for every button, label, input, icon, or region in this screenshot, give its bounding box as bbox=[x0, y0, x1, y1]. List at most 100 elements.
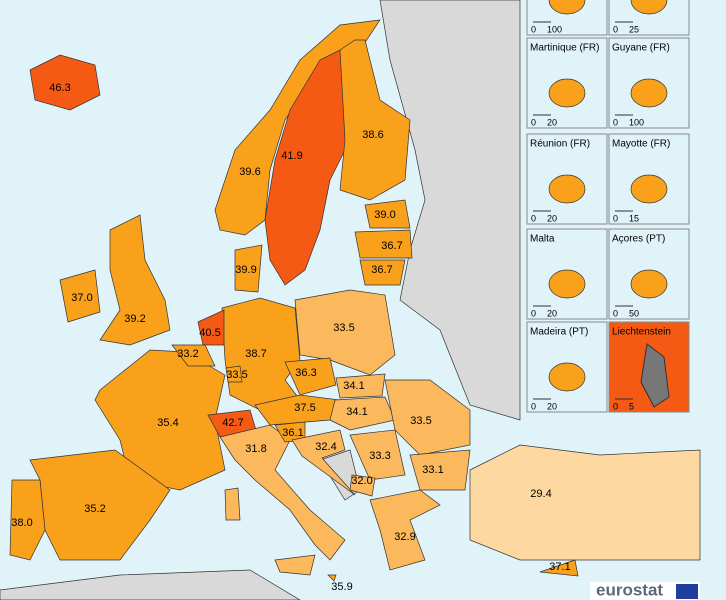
scale-label: 100 bbox=[547, 24, 562, 34]
value-label: 33.2 bbox=[177, 348, 198, 360]
inset-island bbox=[548, 78, 586, 108]
country bbox=[225, 365, 243, 383]
value-label: 37.1 bbox=[549, 561, 570, 573]
value-label: 37.0 bbox=[71, 292, 92, 304]
value-label: 33.5 bbox=[226, 369, 247, 381]
country bbox=[354, 229, 413, 259]
scale-label: 20 bbox=[547, 401, 557, 411]
value-label: 29.4 bbox=[530, 488, 551, 500]
inset-island bbox=[630, 269, 668, 299]
country bbox=[274, 554, 316, 576]
scale-label: 0 bbox=[613, 213, 618, 223]
value-label: 38.7 bbox=[245, 348, 266, 360]
value-label: 38.0 bbox=[11, 517, 32, 529]
country bbox=[9, 479, 46, 561]
country bbox=[224, 487, 241, 521]
value-label: 42.7 bbox=[222, 417, 243, 429]
value-label: 37.5 bbox=[294, 402, 315, 414]
value-label: 34.1 bbox=[346, 406, 367, 418]
inset-name: Martinique (FR) bbox=[530, 43, 599, 54]
country bbox=[29, 54, 101, 111]
scale-label: 0 bbox=[613, 117, 618, 127]
scale-label: 15 bbox=[629, 213, 639, 223]
non-eu-land bbox=[0, 569, 301, 600]
value-label: 39.0 bbox=[374, 209, 395, 221]
value-label: 39.9 bbox=[235, 264, 256, 276]
country bbox=[349, 429, 406, 481]
scale-label: 5 bbox=[629, 401, 634, 411]
country bbox=[539, 559, 579, 577]
scale-label: 0 bbox=[531, 117, 536, 127]
logo-box bbox=[590, 582, 700, 600]
land bbox=[0, 0, 701, 600]
scale-label: 0 bbox=[613, 24, 618, 34]
scale-label: 25 bbox=[629, 24, 639, 34]
country bbox=[469, 444, 701, 561]
inset-island bbox=[548, 174, 586, 204]
scale-label: 0 bbox=[531, 213, 536, 223]
country bbox=[409, 449, 471, 491]
value-label: 39.6 bbox=[239, 166, 260, 178]
labels: 46.3 41.9 38.6 39.6 39.0 36.7 36.7 39.9 37.0 39.2… bbox=[11, 82, 570, 593]
inset-island bbox=[548, 269, 586, 299]
value-label: 33.5 bbox=[410, 415, 431, 427]
country bbox=[234, 244, 263, 293]
value-label: 34.1 bbox=[343, 380, 364, 392]
value-label: 32.0 bbox=[351, 475, 372, 487]
value-label: 33.1 bbox=[422, 464, 443, 476]
insets: 0 100 0 25 Martinique (FR) 0 20 Guyane (FR) 0 100… bbox=[526, 0, 690, 413]
value-label: 32.4 bbox=[315, 441, 336, 453]
country bbox=[284, 357, 337, 396]
scale-label: 0 bbox=[531, 24, 536, 34]
inset-country bbox=[640, 343, 670, 408]
value-label: 36.3 bbox=[295, 367, 316, 379]
inset-name: Açores (PT) bbox=[612, 234, 665, 245]
country bbox=[294, 289, 396, 376]
country bbox=[291, 429, 356, 496]
eu-flag bbox=[676, 584, 698, 599]
scale-label: 20 bbox=[547, 308, 557, 318]
value-label: 32.9 bbox=[394, 531, 415, 543]
value-label: 36.7 bbox=[371, 264, 392, 276]
inset-name: Malta bbox=[530, 234, 555, 245]
value-label: 35.2 bbox=[84, 503, 105, 515]
scale-label: 0 bbox=[613, 401, 618, 411]
value-label: 38.6 bbox=[362, 129, 383, 141]
inset-name: Madeira (PT) bbox=[530, 327, 588, 338]
value-label: 31.8 bbox=[245, 443, 266, 455]
country bbox=[349, 474, 376, 497]
country bbox=[369, 489, 441, 571]
inset-name: Mayotte (FR) bbox=[612, 139, 670, 150]
country bbox=[171, 344, 216, 367]
country bbox=[329, 396, 396, 431]
scale-label: 100 bbox=[629, 117, 644, 127]
value-label: 46.3 bbox=[49, 82, 70, 94]
logo: eurostat bbox=[596, 580, 663, 599]
inset-name: Guyane (FR) bbox=[612, 43, 670, 54]
scale-label: 50 bbox=[629, 308, 639, 318]
country bbox=[99, 214, 171, 346]
country bbox=[339, 39, 411, 201]
inset-island bbox=[548, 0, 586, 15]
scale-label: 0 bbox=[531, 308, 536, 318]
value-label: 35.4 bbox=[157, 417, 178, 429]
country bbox=[264, 49, 351, 286]
scale-label: 20 bbox=[547, 117, 557, 127]
value-label: 36.7 bbox=[381, 240, 402, 252]
value-label: 33.3 bbox=[369, 450, 390, 462]
country bbox=[364, 199, 411, 229]
country bbox=[359, 259, 406, 286]
inset-name: Réunion (FR) bbox=[530, 139, 590, 150]
scale-label: 20 bbox=[547, 213, 557, 223]
scale-label: 0 bbox=[613, 308, 618, 318]
inset-island bbox=[630, 78, 668, 108]
inset-name: Liechtenstein bbox=[612, 327, 671, 338]
scale-label: 0 bbox=[531, 401, 536, 411]
value-label: 36.1 bbox=[282, 427, 303, 439]
inset-island bbox=[630, 174, 668, 204]
value-label: 33.5 bbox=[333, 322, 354, 334]
country bbox=[94, 349, 226, 491]
inset-island bbox=[548, 362, 586, 392]
inset-island bbox=[630, 0, 668, 15]
